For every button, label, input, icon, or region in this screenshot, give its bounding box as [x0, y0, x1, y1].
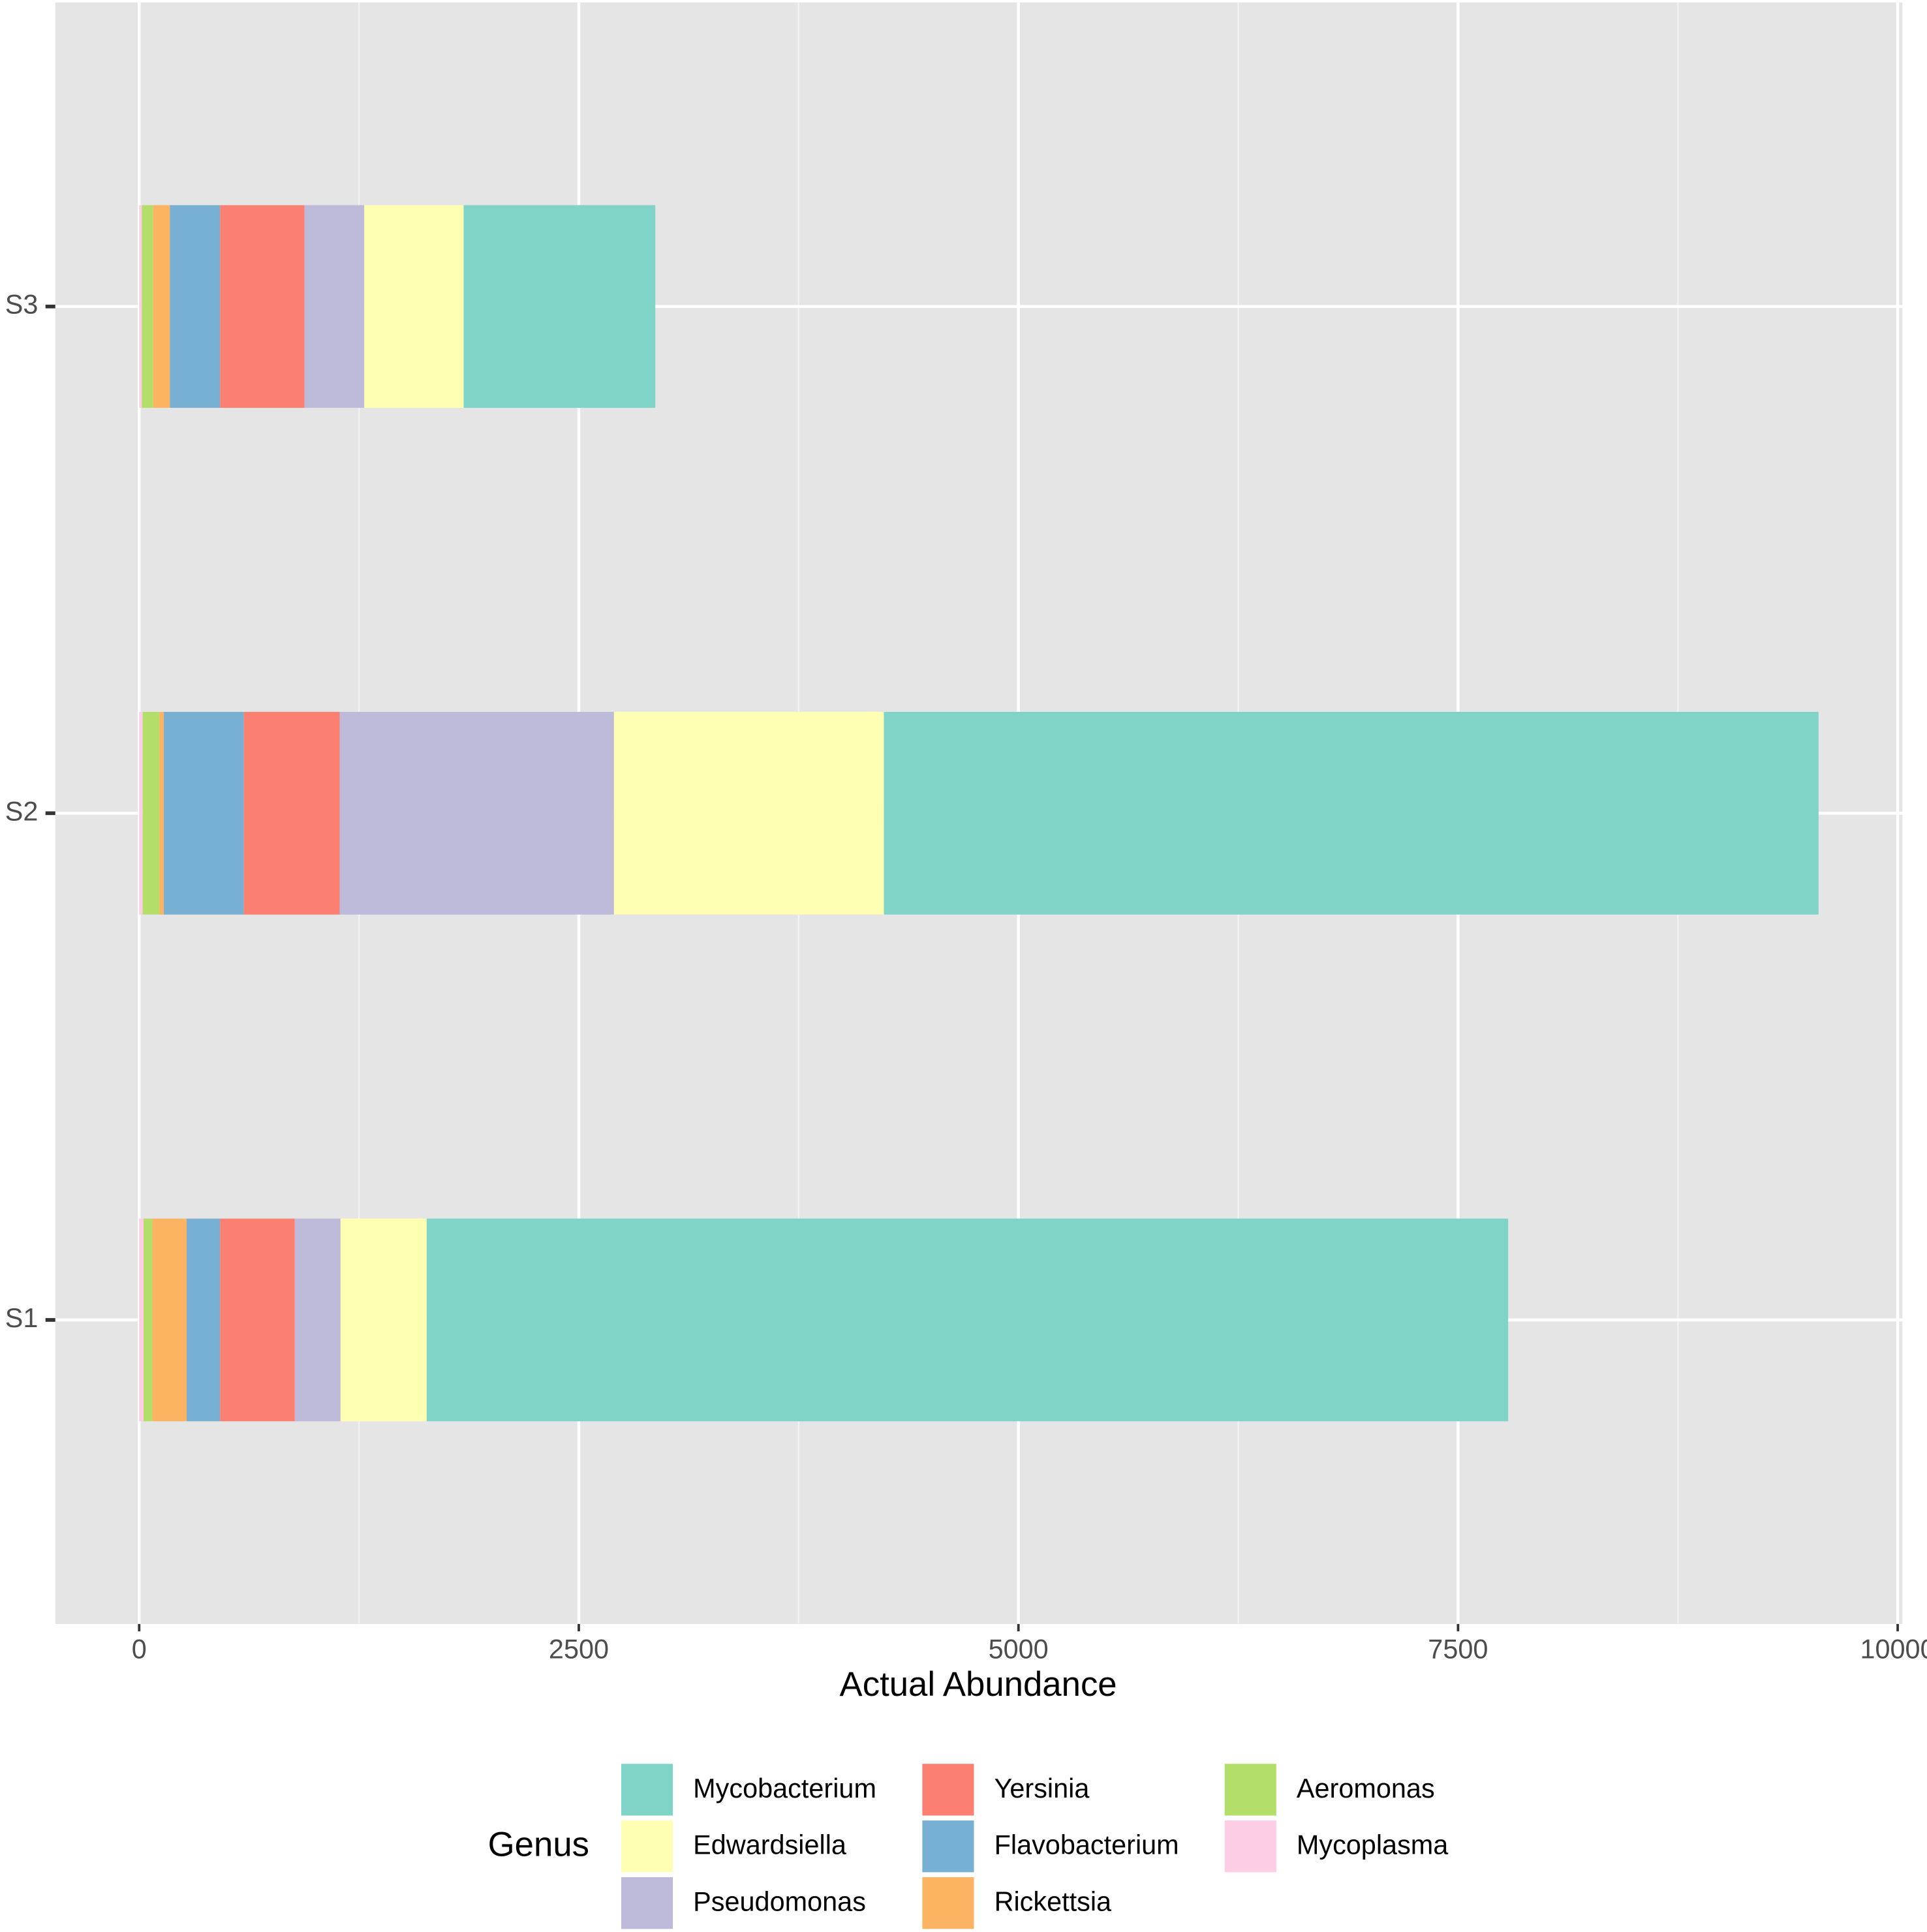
- bar-segment: [220, 1218, 295, 1422]
- bar-segment: [144, 1218, 153, 1422]
- x-tick-label: 2500: [549, 1633, 609, 1664]
- bar-segment: [164, 712, 244, 915]
- bar-segment: [139, 712, 143, 915]
- bar-segment: [426, 1218, 1509, 1422]
- bar-segment: [159, 712, 164, 915]
- legend-key: [921, 1876, 976, 1931]
- bar-segment: [220, 205, 305, 408]
- bar-segment: [139, 1218, 144, 1422]
- y-tick-label: S2: [5, 795, 39, 826]
- bar-segment: [463, 205, 656, 408]
- bar-segment: [153, 205, 170, 408]
- legend-key: [620, 1876, 674, 1931]
- x-tick-label: 0: [132, 1633, 147, 1664]
- legend-label: Edwardsiella: [693, 1830, 847, 1860]
- legend-key: [1223, 1819, 1278, 1874]
- bar-segment: [243, 712, 340, 915]
- bar-segment: [294, 1218, 341, 1422]
- bar-segment: [339, 712, 614, 915]
- bar-segment: [364, 205, 464, 408]
- bar-segment: [187, 1218, 221, 1422]
- legend-key: [921, 1819, 976, 1874]
- legend-label: Mycobacterium: [693, 1773, 876, 1803]
- legend-key: [921, 1762, 976, 1817]
- bar-segment: [152, 1218, 187, 1422]
- legend-label: Rickettsia: [994, 1886, 1112, 1916]
- bar-segment: [142, 712, 160, 915]
- bar-segment: [340, 1218, 427, 1422]
- legend-label: Pseudomonas: [693, 1886, 866, 1916]
- x-tick-label: 7500: [1428, 1633, 1488, 1664]
- bar-segment: [142, 205, 153, 408]
- legend-key: [620, 1819, 674, 1874]
- x-tick-label: 10000: [1860, 1633, 1927, 1664]
- x-tick-label: 5000: [989, 1633, 1049, 1664]
- legend-label: Flavobacterium: [994, 1830, 1179, 1860]
- legend-key: [620, 1762, 674, 1817]
- legend-label: Mycoplasma: [1297, 1830, 1449, 1860]
- legend-title: Genus: [488, 1826, 589, 1864]
- bar-segment: [304, 205, 365, 408]
- bar-segment: [884, 712, 1819, 915]
- y-tick-label: S1: [5, 1302, 39, 1333]
- legend-label: Aeromonas: [1297, 1773, 1435, 1803]
- y-tick-label: S3: [5, 289, 39, 320]
- bar-segment: [139, 205, 142, 408]
- legend-label: Yersinia: [994, 1773, 1090, 1803]
- bar-segment: [613, 712, 884, 915]
- legend-key: [1223, 1762, 1278, 1817]
- x-axis-title: Actual Abundance: [840, 1665, 1117, 1704]
- bar-segment: [170, 205, 221, 408]
